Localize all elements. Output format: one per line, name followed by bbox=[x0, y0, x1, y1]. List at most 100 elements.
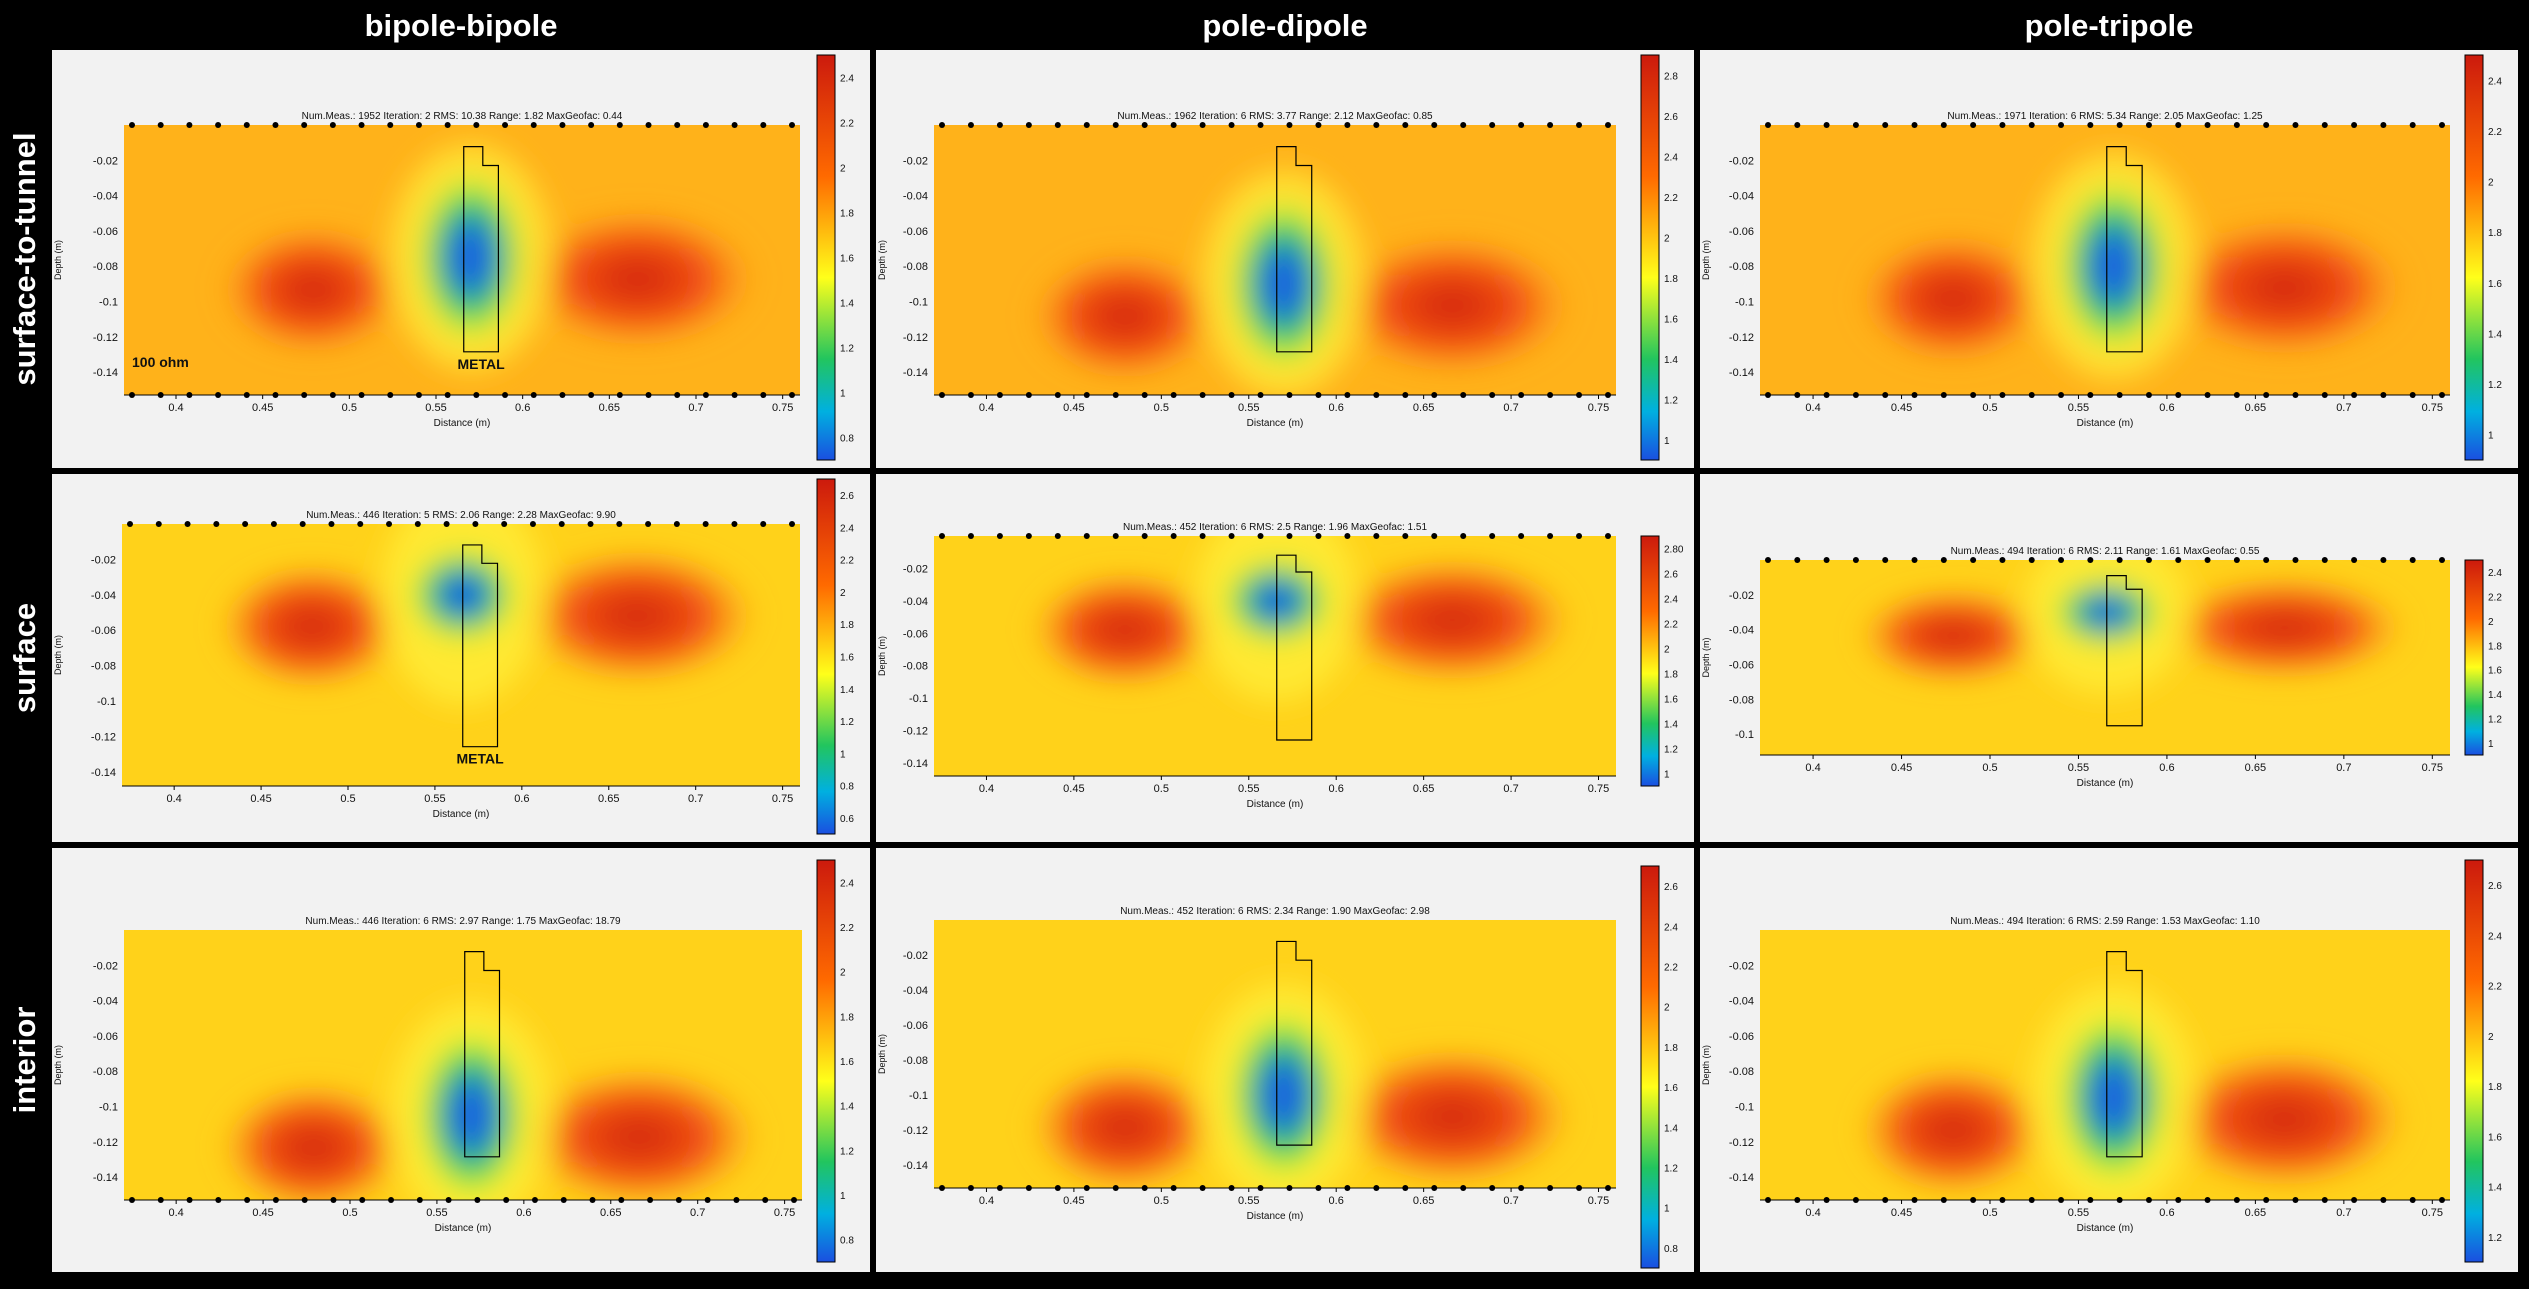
electrode-marker bbox=[731, 521, 738, 527]
electrode-marker bbox=[2087, 1197, 2094, 1203]
colorbar-tick-label: 0.8 bbox=[840, 434, 854, 445]
x-tick-label: 0.55 bbox=[2068, 402, 2089, 414]
electrode-marker bbox=[2409, 557, 2416, 563]
x-tick-label: 0.5 bbox=[1154, 1195, 1169, 1207]
electrode-marker bbox=[359, 1197, 366, 1203]
electrode-marker bbox=[2409, 1197, 2416, 1203]
electrode-marker bbox=[1257, 392, 1264, 398]
electrode-marker bbox=[1170, 122, 1177, 128]
panel-interior-bipole-bipole: Num.Meas.: 446 Iteration: 6 RMS: 2.97 Ra… bbox=[52, 848, 870, 1272]
x-axis-label: Distance (m) bbox=[1247, 1211, 1304, 1222]
electrode-marker bbox=[1576, 1185, 1583, 1191]
x-tick-label: 0.65 bbox=[1413, 1195, 1434, 1207]
y-tick-label: -0.06 bbox=[903, 628, 928, 640]
x-tick-label: 0.55 bbox=[1238, 783, 1259, 795]
y-tick-label: -0.1 bbox=[909, 296, 928, 308]
electrode-marker bbox=[184, 521, 191, 527]
colorbar-tick-label: 1.6 bbox=[2488, 1132, 2502, 1143]
y-tick-label: -0.04 bbox=[93, 191, 118, 203]
electrode-marker bbox=[2087, 392, 2094, 398]
x-tick-label: 0.75 bbox=[2422, 762, 2443, 774]
annotation-label: METAL bbox=[457, 356, 505, 372]
y-tick-label: -0.14 bbox=[91, 767, 116, 779]
electrode-marker bbox=[2351, 557, 2358, 563]
electrode-marker bbox=[702, 392, 709, 398]
electrode-marker bbox=[2263, 557, 2270, 563]
y-tick-label: -0.04 bbox=[1729, 625, 1754, 637]
electrode-marker bbox=[1460, 122, 1467, 128]
x-tick-label: 0.7 bbox=[2336, 1207, 2351, 1219]
panel-surface-bipole-bipole: Num.Meas.: 446 Iteration: 5 RMS: 2.06 Ra… bbox=[52, 474, 870, 842]
electrode-marker bbox=[616, 122, 623, 128]
colorbar-tick-label: 2.6 bbox=[840, 491, 854, 502]
electrode-marker bbox=[2351, 392, 2358, 398]
electrode-marker bbox=[301, 392, 308, 398]
electrode-marker bbox=[445, 1197, 452, 1203]
colorbar bbox=[2464, 559, 2484, 756]
electrode-marker bbox=[558, 521, 565, 527]
y-axis-label: Depth (m) bbox=[1701, 1045, 1711, 1085]
electrode-marker bbox=[1489, 392, 1496, 398]
heatmap-chart: Num.Meas.: 494 Iteration: 6 RMS: 2.59 Ra… bbox=[1701, 859, 2502, 1263]
colorbar-tick-label: 2.2 bbox=[1664, 620, 1678, 631]
electrode-marker bbox=[589, 1197, 596, 1203]
heatmap-chart: Num.Meas.: 452 Iteration: 6 RMS: 2.34 Ra… bbox=[877, 865, 1678, 1269]
electrode-marker bbox=[1940, 122, 1947, 128]
x-tick-label: 0.55 bbox=[2068, 762, 2089, 774]
y-tick-label: -0.12 bbox=[91, 731, 116, 743]
electrode-marker bbox=[1141, 122, 1148, 128]
colorbar-tick-label: 1.2 bbox=[840, 717, 854, 728]
heatmap-field bbox=[934, 536, 1616, 776]
x-axis-label: Distance (m) bbox=[2077, 1223, 2134, 1234]
electrode-marker bbox=[1765, 122, 1771, 128]
high-resistivity-zone bbox=[218, 224, 408, 355]
electrode-marker bbox=[1054, 533, 1061, 539]
electrode-marker bbox=[2116, 1197, 2123, 1203]
colorbar-tick-label: 2.4 bbox=[840, 523, 854, 534]
electrode-marker bbox=[215, 392, 222, 398]
x-tick-label: 0.6 bbox=[2159, 402, 2174, 414]
electrode-marker bbox=[2175, 392, 2182, 398]
electrode-marker bbox=[1315, 1185, 1322, 1191]
electrode-marker bbox=[1373, 392, 1380, 398]
high-resistivity-zone bbox=[1329, 1046, 1576, 1187]
y-tick-label: -0.02 bbox=[1729, 155, 1754, 167]
heatmap-field bbox=[1760, 125, 2450, 395]
x-tick-label: 0.5 bbox=[1154, 783, 1169, 795]
electrode-marker bbox=[2145, 122, 2152, 128]
stats-line: Num.Meas.: 494 Iteration: 6 RMS: 2.11 Ra… bbox=[1951, 546, 2260, 557]
electrode-marker bbox=[415, 122, 422, 128]
colorbar-tick-label: 1.6 bbox=[840, 1057, 854, 1068]
electrode-marker bbox=[1431, 392, 1438, 398]
electrode-marker bbox=[1518, 392, 1525, 398]
electrode-marker bbox=[2116, 557, 2123, 563]
electrode-marker bbox=[2204, 1197, 2211, 1203]
x-tick-label: 0.75 bbox=[1588, 1195, 1609, 1207]
x-tick-label: 0.4 bbox=[979, 402, 994, 414]
electrode-marker bbox=[1141, 392, 1148, 398]
electrode-marker bbox=[1141, 1185, 1148, 1191]
x-tick-label: 0.4 bbox=[1805, 762, 1820, 774]
electrode-marker bbox=[1170, 533, 1177, 539]
x-tick-label: 0.55 bbox=[425, 402, 446, 414]
electrode-marker bbox=[186, 122, 193, 128]
x-tick-label: 0.6 bbox=[1329, 783, 1344, 795]
colorbar-tick-label: 1.8 bbox=[1664, 670, 1678, 681]
electrode-marker bbox=[270, 521, 277, 527]
electrode-marker bbox=[762, 1197, 769, 1203]
colorbar-tick-label: 1.2 bbox=[1664, 1164, 1678, 1175]
colorbar-tick-label: 1.6 bbox=[2488, 666, 2502, 677]
panel-surface-to-tunnel-pole-tripole: Num.Meas.: 1971 Iteration: 6 RMS: 5.34 R… bbox=[1700, 50, 2518, 468]
electrode-marker bbox=[1228, 392, 1235, 398]
annotation-label: METAL bbox=[457, 751, 505, 767]
x-tick-label: 0.75 bbox=[772, 793, 793, 805]
x-tick-label: 0.45 bbox=[252, 1207, 273, 1219]
electrode-marker bbox=[1286, 392, 1293, 398]
electrode-marker bbox=[939, 1185, 945, 1191]
electrode-marker bbox=[1025, 1185, 1032, 1191]
y-tick-label: -0.06 bbox=[1729, 226, 1754, 238]
electrode-marker bbox=[1431, 122, 1438, 128]
electrode-marker bbox=[939, 533, 945, 539]
colorbar-tick-label: 1.6 bbox=[1664, 314, 1678, 325]
electrode-marker bbox=[2263, 122, 2270, 128]
